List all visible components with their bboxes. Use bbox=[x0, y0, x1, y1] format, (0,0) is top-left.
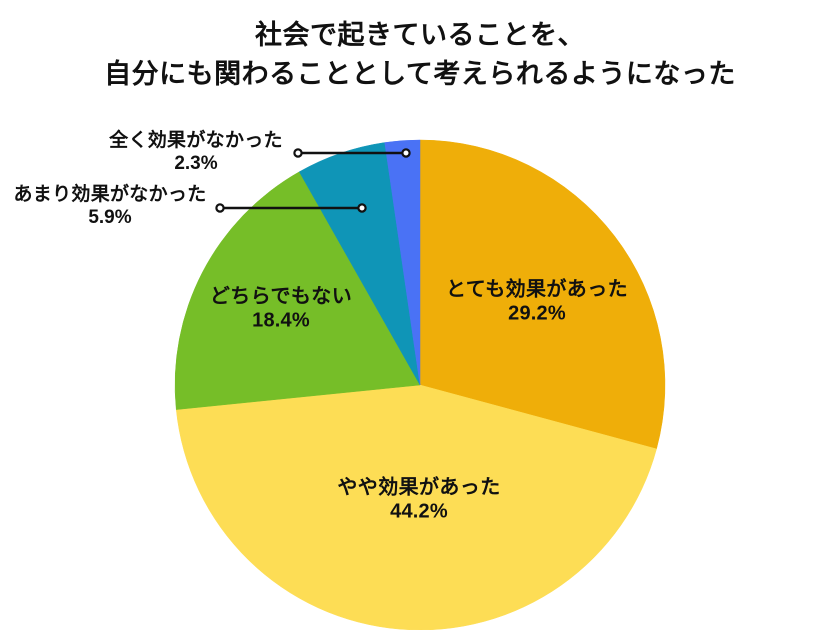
slice-label-name: とても効果があった bbox=[446, 278, 628, 301]
pie-slice bbox=[384, 139, 421, 386]
page-title-line-1: 社会で起きていることを、 bbox=[255, 20, 585, 50]
slice-label-value: 44.2% bbox=[390, 501, 448, 523]
callout-label-value: 5.9% bbox=[88, 207, 132, 228]
slice-label-value: 18.4% bbox=[252, 310, 310, 332]
slice-label-name: やや効果があった bbox=[337, 476, 501, 499]
page-title: 社会で起きていることを、 自分にも関わることとして考えられるようになった bbox=[0, 16, 840, 94]
slice-label-value: 29.2% bbox=[508, 303, 566, 325]
pie-slice bbox=[175, 384, 657, 630]
page-title-line-2: 自分にも関わることとして考えられるようになった bbox=[104, 59, 736, 90]
callout-leader-endpoint bbox=[293, 148, 303, 158]
callout-leader-endpoint bbox=[215, 203, 225, 213]
callout-label-name: あまり効果がなかった bbox=[13, 184, 207, 206]
callout-label-amari: あまり効果がなかった 5.9% bbox=[13, 184, 206, 230]
callout-label-value: 2.3% bbox=[174, 153, 218, 174]
slice-label-dochiradem: どちらでもない 18.4% bbox=[210, 285, 352, 334]
callout-label-name: 全く効果がなかった bbox=[109, 130, 283, 152]
pie-slice bbox=[174, 171, 421, 410]
pie-slice-group bbox=[174, 139, 666, 630]
slice-label-yaya: やや効果があった 44.2% bbox=[337, 476, 500, 525]
slice-label-totemo: とても効果があった 29.2% bbox=[446, 278, 628, 327]
pie-slice bbox=[419, 139, 666, 450]
callout-leader-endpoint bbox=[401, 148, 411, 158]
callout-leader-endpoint bbox=[357, 203, 367, 213]
callout-leader-group bbox=[215, 148, 411, 213]
slice-label-name: どちらでもない bbox=[209, 285, 353, 308]
callout-label-mattaku: 全く効果がなかった 2.3% bbox=[109, 130, 283, 176]
